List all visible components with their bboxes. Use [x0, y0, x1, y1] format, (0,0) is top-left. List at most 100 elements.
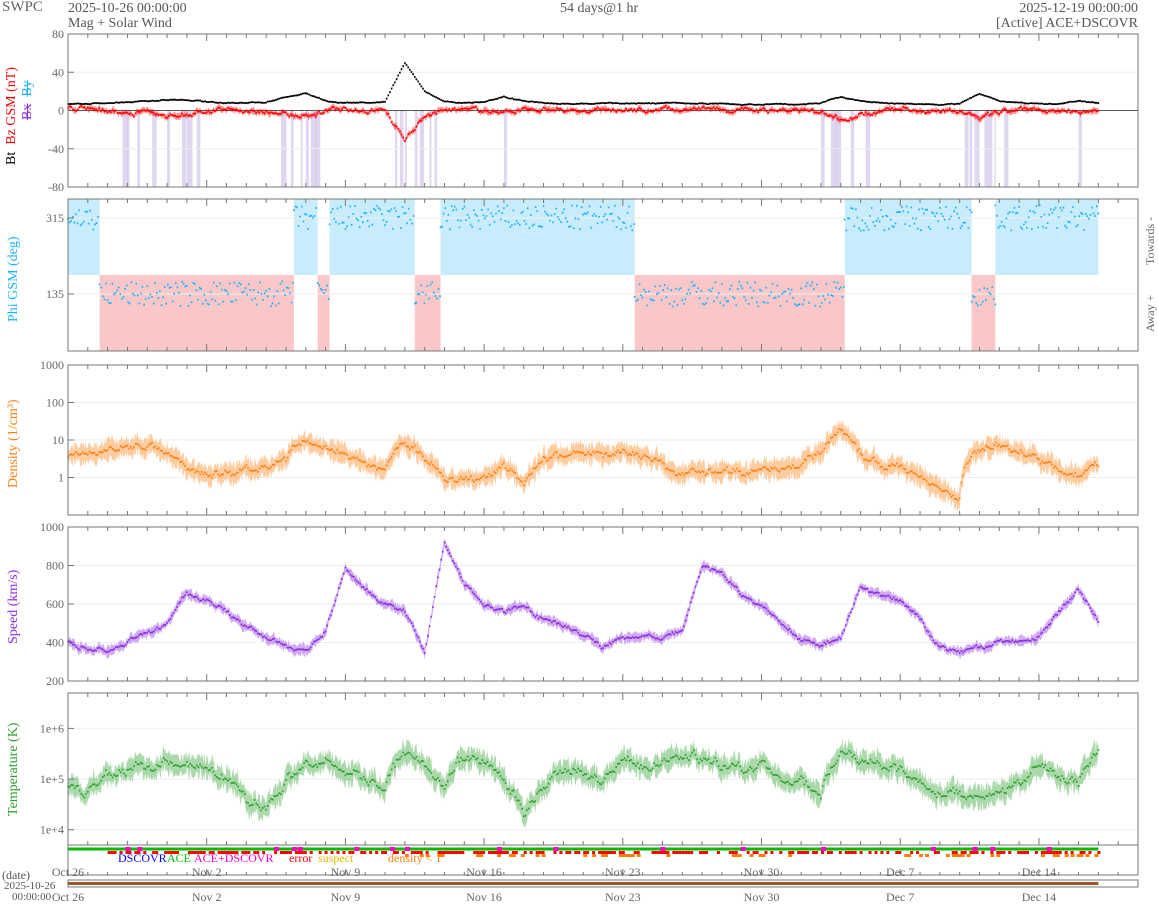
- error-flag: [886, 851, 890, 854]
- sector-away: [317, 275, 330, 351]
- error-flag: [535, 851, 539, 854]
- phi-ylabel: Phi GSM (deg): [6, 236, 21, 322]
- density-flag: [592, 854, 597, 857]
- error-flag: [705, 851, 709, 854]
- time-span: 54 days@1 hr: [560, 1, 639, 16]
- error-flag: [565, 851, 569, 854]
- density-flag: [618, 854, 623, 857]
- error-flag: [672, 851, 676, 854]
- density-flag: [737, 854, 742, 857]
- error-flag: [416, 851, 420, 854]
- date-axis-time: 00:00:00: [12, 891, 52, 903]
- error-flag: [972, 851, 976, 854]
- error-flag: [274, 851, 278, 854]
- error-flag: [449, 851, 453, 854]
- density-range-band: [68, 418, 1099, 511]
- product-title: Mag + Solar Wind: [68, 16, 172, 31]
- error-flag: [461, 851, 465, 854]
- speed-ylabel: Speed (km/s): [6, 569, 21, 644]
- error-flag: [681, 851, 685, 854]
- error-flag: [285, 851, 289, 854]
- error-flag: [1082, 851, 1086, 854]
- x-tick-label: Nov 23: [605, 890, 641, 904]
- density-flag: [734, 854, 739, 857]
- ace-dscovr-flag: [990, 847, 996, 851]
- error-flag: [375, 851, 379, 854]
- error-flag: [164, 851, 168, 854]
- error-flag: [975, 851, 979, 854]
- error-flag: [494, 851, 498, 854]
- density-flag: [621, 854, 626, 857]
- bt-data-points: [67, 62, 1100, 106]
- phi-ytick-label: 315: [46, 211, 64, 225]
- error-flag: [455, 851, 459, 854]
- error-flag: [235, 851, 239, 854]
- error-flag: [874, 851, 878, 854]
- mag-ylabel: Bt Bz GSM (nT): [4, 67, 20, 165]
- error-flag: [395, 851, 399, 854]
- error-flag: [488, 851, 492, 854]
- error-flag: [687, 851, 691, 854]
- error-flag: [288, 851, 292, 854]
- ace-dscovr-flag: [1046, 847, 1052, 851]
- error-flag: [392, 851, 396, 854]
- error-flag: [360, 851, 364, 854]
- error-flag: [155, 851, 159, 854]
- error-flag: [657, 851, 661, 854]
- density-ylabel: Density (1/cm³): [6, 399, 21, 488]
- error-flag: [999, 851, 1003, 854]
- ace-dscovr-flag: [553, 847, 559, 851]
- active-source: [Active] ACE+DSCOVR: [995, 16, 1138, 31]
- density-flag: [511, 854, 516, 857]
- error-flag: [437, 851, 441, 854]
- ace-dscovr-flag: [972, 847, 978, 851]
- error-flag: [716, 851, 720, 854]
- error-flag: [583, 851, 587, 854]
- error-flag: [1008, 851, 1012, 854]
- error-flag: [752, 851, 756, 854]
- error-flag: [1079, 851, 1083, 854]
- density-ytick-label: 1: [58, 471, 64, 485]
- error-flag: [916, 851, 920, 854]
- error-flag: [529, 851, 533, 854]
- error-flag: [282, 851, 286, 854]
- error-flag: [675, 851, 679, 854]
- error-flag: [401, 851, 405, 854]
- error-flag: [601, 851, 605, 854]
- ace-dscovr-flag: [740, 847, 746, 851]
- error-flag: [838, 851, 842, 854]
- error-flag: [330, 851, 334, 854]
- error-flag: [538, 851, 542, 854]
- error-flag: [505, 851, 509, 854]
- ace-dscovr-flag: [496, 847, 502, 851]
- error-flag: [1034, 851, 1038, 854]
- error-flag: [247, 851, 251, 854]
- error-flag: [800, 851, 804, 854]
- density-flag: [1079, 854, 1084, 857]
- temperature-ytick-label: 1e+5: [40, 772, 64, 786]
- error-flag: [612, 851, 616, 854]
- error-flag: [425, 851, 429, 854]
- error-flag: [829, 851, 833, 854]
- error-flag: [523, 851, 527, 854]
- error-flag: [954, 851, 958, 854]
- error-flag: [256, 851, 260, 854]
- error-flag: [731, 851, 735, 854]
- error-flag: [220, 851, 224, 854]
- error-flag: [1052, 851, 1056, 854]
- density-flag: [601, 854, 606, 857]
- error-flag: [211, 851, 215, 854]
- density-ytick-label: 10: [52, 433, 64, 447]
- error-flag: [770, 851, 774, 854]
- error-flag: [193, 851, 197, 854]
- error-flag: [847, 851, 851, 854]
- ace-dscovr-flag: [404, 847, 410, 851]
- error-flag: [651, 851, 655, 854]
- density-flag: [520, 854, 525, 857]
- density-ytick-label: 1000: [40, 358, 64, 372]
- error-flag: [654, 851, 658, 854]
- error-flag: [318, 851, 322, 854]
- error-flag: [1002, 851, 1006, 854]
- x-tick-label: Nov 16: [466, 865, 502, 879]
